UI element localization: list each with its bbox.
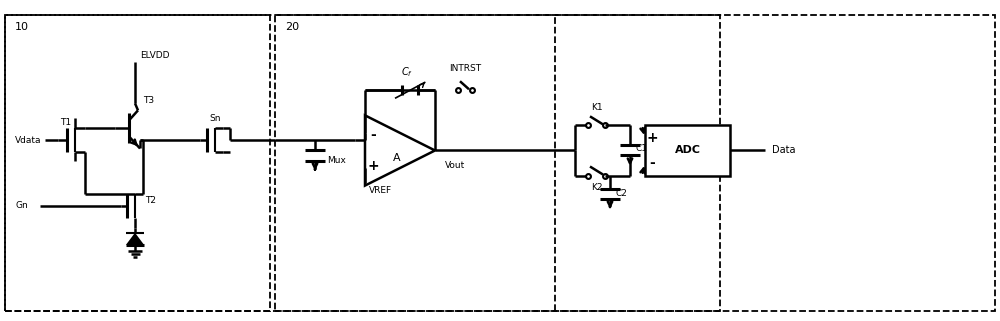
Text: C2: C2 [615, 189, 627, 198]
Text: ADC: ADC [674, 145, 700, 155]
Bar [5, 15, 270, 311]
Text: K1: K1 [591, 103, 603, 112]
Bar [645, 126, 730, 176]
Text: Vdata: Vdata [15, 136, 42, 145]
Polygon shape [126, 233, 144, 245]
Text: 10: 10 [15, 22, 29, 32]
Text: $C_f$: $C_f$ [401, 65, 413, 79]
Text: A: A [393, 153, 400, 163]
Text: 20: 20 [285, 22, 299, 32]
Text: T2: T2 [145, 196, 156, 205]
Text: ELVDD: ELVDD [140, 51, 170, 60]
Text: Gn: Gn [15, 201, 28, 210]
Bar [275, 15, 720, 311]
Text: VREF: VREF [368, 186, 392, 195]
Text: T3: T3 [143, 96, 154, 105]
Text: Mux: Mux [327, 156, 346, 165]
Text: K2: K2 [591, 183, 603, 192]
Text: +: + [646, 131, 658, 145]
Text: -: - [649, 156, 655, 170]
Text: -: - [370, 128, 376, 143]
Text: Vout: Vout [445, 161, 465, 170]
Text: INTRST: INTRST [449, 64, 481, 73]
Text: C1: C1 [635, 144, 647, 153]
Text: +: + [367, 159, 379, 172]
Text: Sn: Sn [209, 114, 221, 123]
Text: Data: Data [772, 145, 796, 155]
Text: T1: T1 [60, 118, 71, 127]
